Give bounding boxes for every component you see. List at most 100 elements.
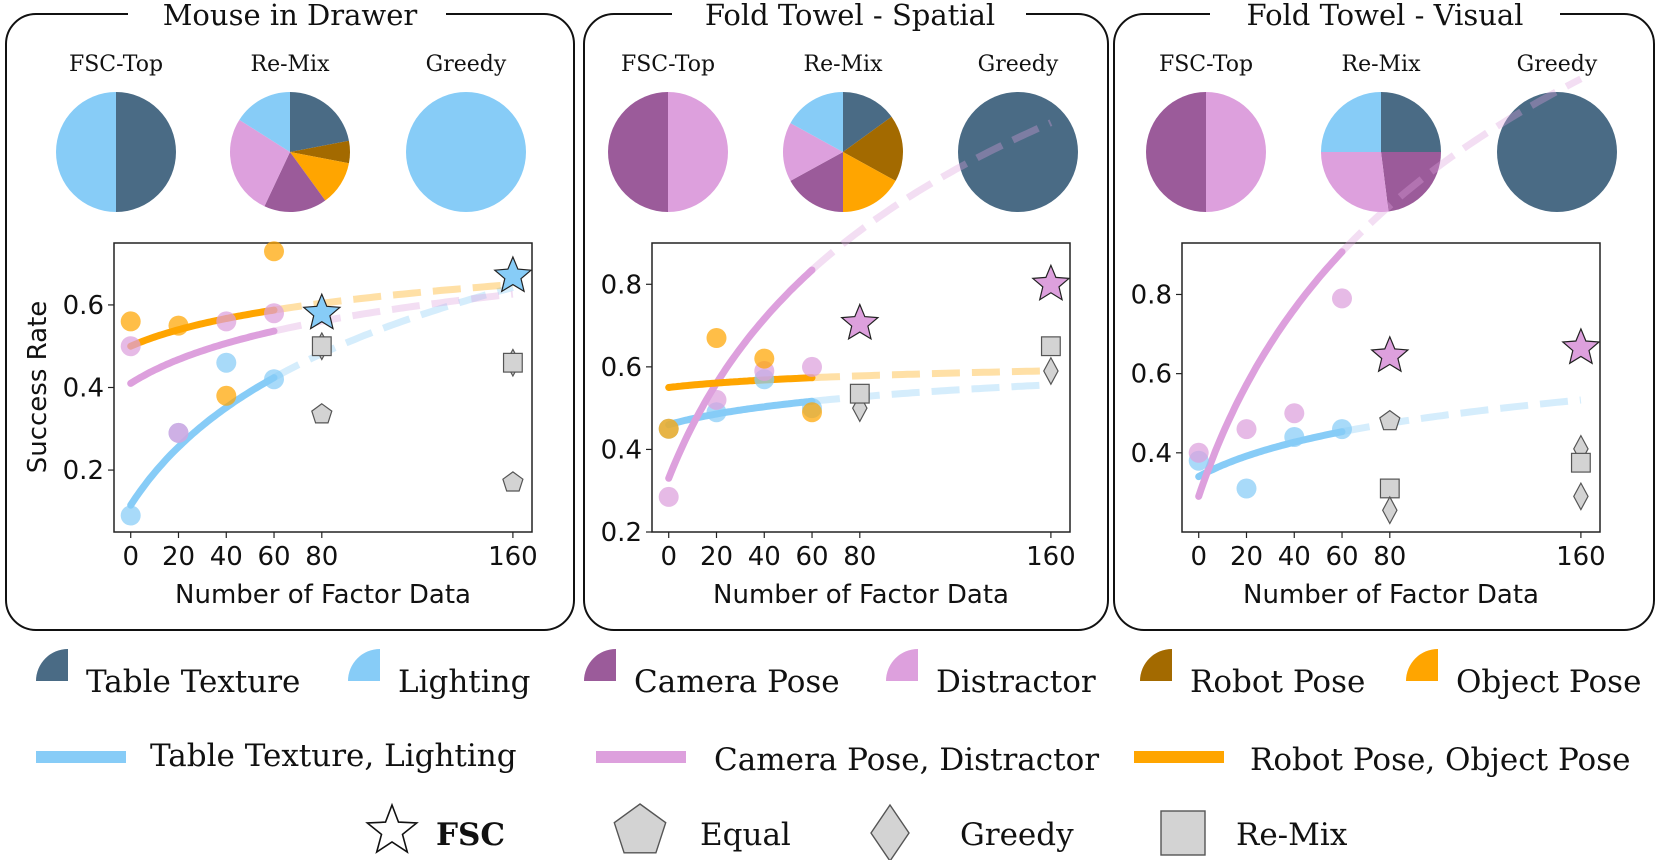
x-tick-label: 60 bbox=[1325, 542, 1358, 572]
pie-re-mix bbox=[782, 92, 904, 212]
fit-extrapolated-distractor bbox=[1339, 75, 1583, 255]
point-object-pose bbox=[754, 348, 775, 369]
pie-slice-distractor bbox=[1321, 152, 1389, 213]
y-axis-label: Success Rate bbox=[23, 301, 53, 474]
panel-fold-towel-visual: Fold Towel - Visual FSC-Top Re-Mix Greed… bbox=[1113, 0, 1655, 631]
pie-label: FSC-Top bbox=[69, 52, 163, 77]
legend-marker-shape bbox=[1160, 810, 1206, 856]
point-distractor bbox=[706, 389, 727, 410]
point-distractor bbox=[168, 422, 189, 443]
x-tick-label: 40 bbox=[210, 542, 243, 572]
pie-slice-lighting bbox=[239, 92, 290, 152]
legend-star-icon bbox=[365, 802, 419, 854]
fsc-star-marker bbox=[1370, 335, 1410, 373]
legend-label: Object Pose bbox=[1456, 664, 1641, 700]
pie-greedy bbox=[958, 92, 1078, 212]
pie-row bbox=[608, 92, 1078, 212]
remix-square-marker bbox=[1570, 452, 1591, 473]
point-distractor bbox=[1332, 288, 1352, 309]
fit-extrapolated-object-pose bbox=[811, 367, 1051, 382]
remix-square-marker bbox=[311, 336, 332, 357]
legend-label: Camera Pose, Distractor bbox=[714, 742, 1099, 778]
pie-slice-camera-pose bbox=[1146, 92, 1206, 212]
legend-square-icon bbox=[1160, 810, 1206, 856]
title-gap bbox=[1210, 0, 1560, 30]
legend-label: Lighting bbox=[398, 664, 531, 700]
legend-swatch-shape bbox=[886, 649, 918, 681]
point-distractor bbox=[658, 486, 679, 507]
fit-line-lighting bbox=[1195, 428, 1346, 481]
legend-swatch-camera-pose bbox=[584, 649, 616, 681]
point-object-pose bbox=[264, 241, 284, 262]
fit-line-distractor bbox=[127, 327, 278, 387]
plot-area bbox=[658, 119, 1071, 507]
fit-line-lighting bbox=[665, 397, 816, 429]
y-tick-label: 0.2 bbox=[601, 518, 642, 548]
fit-extrapolated-object-pose bbox=[273, 281, 514, 314]
pie-row bbox=[1146, 92, 1617, 213]
legend-label: Re-Mix bbox=[1236, 817, 1348, 853]
x-tick-label: 80 bbox=[1373, 542, 1406, 572]
pie-slice-distractor bbox=[1206, 92, 1266, 212]
fsc-star-marker bbox=[493, 255, 533, 293]
greedy-diamond-marker bbox=[1043, 356, 1059, 386]
greedy-diamond-marker bbox=[1381, 495, 1398, 525]
fsc-star-marker bbox=[302, 292, 342, 330]
remix-square-marker bbox=[849, 383, 870, 404]
fsc-star-marker bbox=[1031, 263, 1071, 301]
data-points bbox=[658, 328, 822, 507]
legend-fits: Table Texture, Lighting Camera Pose, Dis… bbox=[36, 738, 1630, 778]
y-tick-label: 0.6 bbox=[601, 353, 642, 383]
pie-slice-camera-pose bbox=[608, 92, 668, 212]
pie-slice-table-texture bbox=[1381, 92, 1441, 152]
fit-extrapolated-lighting bbox=[1341, 396, 1582, 436]
pie-slice-distractor bbox=[668, 92, 728, 212]
remix-square-marker bbox=[1379, 478, 1400, 499]
x-tick-label: 20 bbox=[700, 542, 733, 572]
point-distractor bbox=[120, 336, 141, 357]
legend-label: FSC bbox=[436, 817, 505, 853]
legend-label: Distractor bbox=[936, 664, 1096, 700]
pie-slice-table-texture bbox=[116, 92, 176, 212]
data-points bbox=[120, 241, 284, 526]
greedy-diamond-marker bbox=[1573, 481, 1589, 511]
y-ticks: 0.4 0.6 0.8 bbox=[1131, 280, 1182, 469]
legend-pentagon-icon bbox=[613, 803, 667, 854]
y-ticks: 0.2 0.4 0.6 0.8 bbox=[601, 270, 652, 548]
pie-slice-object-pose bbox=[843, 152, 896, 212]
legend-label: Robot Pose bbox=[1190, 664, 1365, 700]
point-object-pose bbox=[120, 311, 141, 332]
x-tick-label: 80 bbox=[305, 542, 338, 572]
equal-pentagon-marker bbox=[502, 471, 524, 492]
point-object-pose bbox=[802, 402, 822, 423]
point-distractor bbox=[802, 356, 822, 377]
point-lighting bbox=[1284, 427, 1305, 447]
pie-slice-robot-pose bbox=[843, 116, 904, 181]
point-object-pose bbox=[706, 328, 727, 348]
point-lighting bbox=[216, 352, 237, 373]
pie-label: FSC-Top bbox=[621, 52, 715, 77]
point-distractor bbox=[216, 311, 237, 332]
pie-re-mix bbox=[1321, 92, 1441, 213]
legend-swatch-shape bbox=[36, 649, 68, 681]
x-tick-label: 160 bbox=[1556, 542, 1606, 572]
x-tick-label: 80 bbox=[843, 542, 876, 572]
pie-slice-table-texture bbox=[290, 92, 349, 152]
remix-square-marker bbox=[502, 352, 523, 373]
y-tick-label: 0.8 bbox=[601, 270, 642, 300]
pie-slice-camera-pose bbox=[790, 152, 843, 212]
point-distractor bbox=[1236, 419, 1257, 440]
pie-slice-table-texture bbox=[1497, 92, 1617, 212]
remix-square-marker bbox=[1040, 336, 1061, 357]
x-tick-label: 0 bbox=[660, 542, 677, 572]
point-lighting bbox=[1332, 419, 1352, 440]
x-axis-label: Number of Factor Data bbox=[175, 580, 471, 610]
pie-slice-lighting bbox=[406, 92, 526, 212]
x-tick-label: 160 bbox=[488, 542, 538, 572]
plot-frame bbox=[651, 242, 1071, 533]
method-markers bbox=[302, 255, 533, 492]
fit-line-object-pose bbox=[665, 374, 816, 391]
title-gap bbox=[128, 0, 446, 30]
pie-label: Greedy bbox=[426, 52, 507, 77]
y-ticks: 0.2 0.4 0.6 bbox=[63, 291, 114, 486]
